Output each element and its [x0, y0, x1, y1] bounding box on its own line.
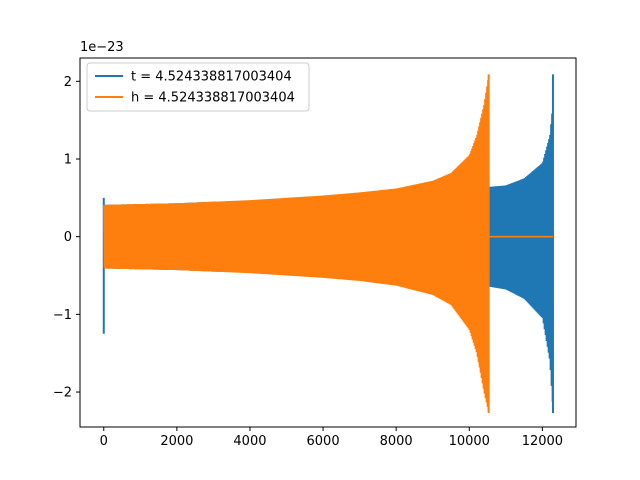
series-2-line — [103, 79, 489, 412]
x-tick-label-8000: 8000 — [380, 434, 413, 449]
series-2 — [103, 74, 553, 414]
x-tick-label-4000: 4000 — [233, 434, 266, 449]
legend-label-2: h = 4.524338817003404 — [131, 91, 295, 106]
y-tick-label-1: −1 — [53, 308, 72, 323]
x-tick-label-10000: 10000 — [449, 434, 490, 449]
y-tick-label-2: 0 — [64, 230, 72, 245]
y-tick-label-0: −2 — [53, 386, 72, 401]
y-tick-label-3: 1 — [64, 152, 72, 167]
axes-frame — [79, 57, 577, 428]
y-offset-label: 1e−23 — [80, 40, 124, 55]
x-tick-label-0: 0 — [100, 434, 108, 449]
plot-content — [102, 74, 554, 414]
x-tick-label-2000: 2000 — [160, 434, 193, 449]
legend-label-1: t = 4.524338817003404 — [131, 70, 292, 85]
x-tick-label-6000: 6000 — [307, 434, 340, 449]
y-tick-label-4: 2 — [64, 75, 72, 90]
legend: t = 4.524338817003404 h = 4.5243388170034… — [86, 62, 310, 112]
axes: 0 2000 4000 6000 8000 10000 12000 −2 −1 0 1 2 — [53, 57, 577, 449]
plot-area — [102, 74, 554, 414]
legend-box — [86, 62, 310, 112]
x-tick-label-12000: 12000 — [522, 434, 563, 449]
